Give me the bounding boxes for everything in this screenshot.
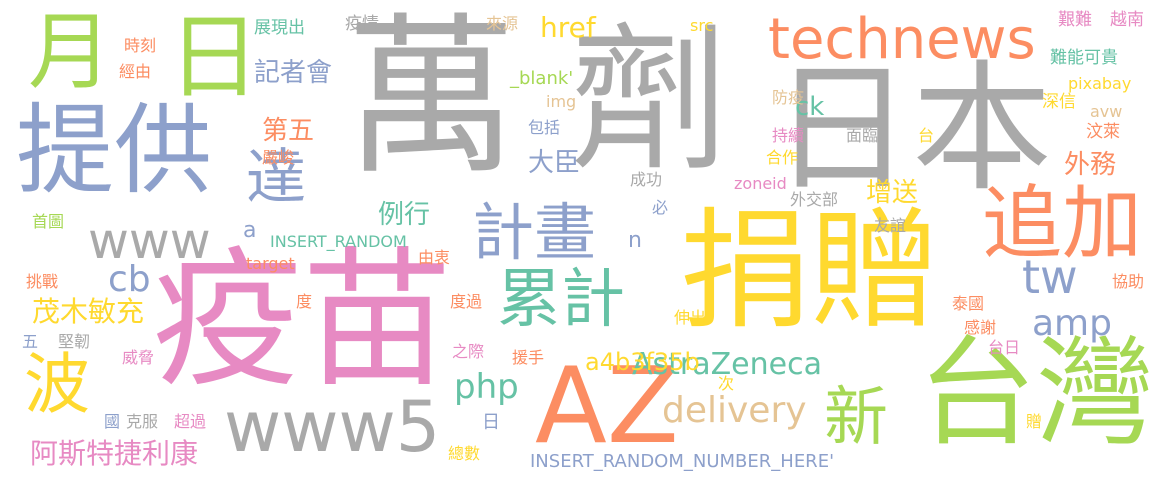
cloud-word: 首圖 [32,212,65,231]
cloud-word: AstraZeneca [632,347,822,382]
cloud-word: 超過 [174,412,207,431]
cloud-word: 萬 [345,0,517,198]
cloud-word: INSERT_RANDOM_NUMBER_HERE' [530,451,835,472]
cloud-word: 第五 [262,116,315,146]
cloud-word: 持續 [772,126,805,145]
cloud-word: 泰國 [952,294,985,313]
cloud-word: 新 [824,381,888,455]
cloud-word: 增送 [866,178,919,208]
cloud-word: 來源 [486,14,519,33]
cloud-word: 日 [168,4,261,111]
cloud-word: 難能可貴 [1050,48,1118,68]
cloud-word: 外交部 [790,190,839,209]
cloud-word: zoneid [734,174,787,193]
cloud-word: 阿斯特捷利康 [30,437,199,470]
cloud-word: tw [1022,250,1078,304]
cloud-word: INSERT_RANDOM [270,232,407,251]
cloud-word: cb [108,259,151,300]
cloud-word: 度 [296,292,313,311]
cloud-word: delivery [662,390,807,431]
cloud-word: 克服 [126,412,159,431]
cloud-word: a4b3f35b [585,348,700,376]
cloud-word: 波 [24,346,90,423]
cloud-word: a [243,218,257,243]
cloud-word: technews [768,7,1036,72]
cloud-word: 成功 [630,170,663,189]
cloud-word: img [546,92,577,111]
cloud-word: 外務 [1064,150,1117,180]
cloud-word: 劑 [570,9,728,193]
cloud-word: 之際 [452,342,485,361]
cloud-word: 防疫 [772,88,805,107]
cloud-word: www [88,212,211,270]
cloud-word: 伸出 [674,308,707,327]
cloud-word: 贈 [1026,412,1043,431]
cloud-word: 次 [718,374,735,393]
cloud-word: 度過 [450,292,483,311]
cloud-word: 必 [652,198,669,217]
cloud-word: 嚴峻 [262,148,295,167]
cloud-word: 援手 [512,348,545,367]
cloud-word: 茂木敏充 [32,295,145,328]
cloud-word: 台日 [988,338,1021,357]
cloud-word: avw [1090,102,1123,121]
cloud-word: 提供 [16,94,213,208]
cloud-word: amp [1032,303,1112,344]
cloud-word: 疫情 [345,14,379,34]
cloud-word: 追加 [982,177,1142,270]
cloud-word: 達 [246,143,306,213]
cloud-word: 威脅 [122,348,155,367]
cloud-word: href [540,11,596,44]
cloud-word: 友誼 [874,216,907,235]
cloud-word: 累計 [497,263,625,337]
cloud-word: 包括 [528,118,561,137]
cloud-word: 國 [104,412,121,431]
cloud-word: target [246,254,295,273]
cloud-word: 深信 [1042,92,1076,112]
cloud-word: 大臣 [528,148,581,178]
cloud-word: 捐贈 [680,195,941,347]
cloud-word: pixabay [1068,74,1132,93]
cloud-word: AZ [535,345,679,467]
cloud-word: 艱難 [1058,10,1092,30]
cloud-word: 時刻 [124,36,157,55]
cloud-word: 疫苗 [152,234,453,408]
cloud-word: 展現出 [254,18,305,38]
cloud-word: 面臨 [846,126,879,145]
cloud-word: 台 [918,126,935,145]
cloud-word: 日 [482,412,500,433]
cloud-word: 總數 [448,444,481,463]
cloud-word: 日本 [772,48,1053,211]
cloud-word: 五 [22,332,39,351]
cloud-word: www5 [224,386,441,468]
cloud-word: 例行 [378,200,431,230]
cloud-word: 汶萊 [1086,122,1120,142]
cloud-word: 感謝 [964,318,997,337]
cloud-word: n [628,228,642,253]
cloud-word: 計畫 [472,196,597,269]
cloud-word: 協助 [1112,272,1145,291]
cloud-word: 堅韌 [58,332,91,351]
cloud-word: 記者會 [254,58,333,88]
cloud-word: 月 [28,3,113,101]
cloud-word: _blank' [510,68,574,89]
cloud-word: 台灣 [918,324,1155,462]
cloud-word: 合作 [766,148,799,167]
cloud-word: 越南 [1110,10,1144,30]
cloud-word: 經由 [119,62,152,81]
cloud-word: php [454,367,519,407]
cloud-word: ck [795,92,825,122]
cloud-word: src [690,16,714,35]
cloud-word: 由衷 [418,248,451,267]
cloud-word: 挑戰 [26,272,59,291]
